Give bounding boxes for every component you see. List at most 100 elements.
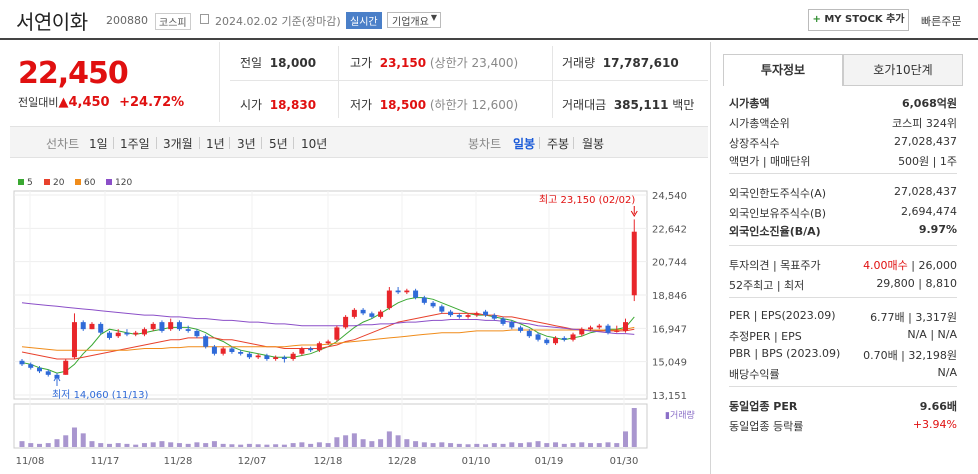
candle-body: [124, 332, 130, 335]
volume-bar: [439, 442, 445, 447]
line-chart-label[interactable]: 선차트: [46, 137, 80, 151]
x-tick-label: 11/28: [164, 456, 193, 467]
candle-body: [45, 371, 51, 375]
info-row: 동일업종 PER 9.66배: [729, 398, 957, 414]
candle-body: [579, 329, 585, 335]
legend-label: 20: [53, 178, 65, 188]
info-row: 상장주식수 27,028,437: [729, 135, 957, 151]
tab-3month[interactable]: 3개월: [163, 137, 193, 151]
price-summary: 22,450 전일대비▲4,450 +24.72%: [10, 42, 220, 122]
up-arrow-icon: ▲: [58, 95, 69, 110]
volume-bar: [159, 441, 165, 447]
candle-body: [491, 315, 497, 319]
info-key: PER | EPS(2023.09): [729, 309, 836, 322]
volume-bar: [264, 444, 270, 447]
tab-1year[interactable]: 1년: [206, 137, 225, 151]
volume-bar: [168, 442, 174, 447]
info-value: 코스피 324위: [892, 117, 957, 130]
volume-bar: [360, 439, 366, 447]
tab-separator: [229, 137, 230, 149]
high-price: 고가 23,150 (상한가 23,400): [350, 54, 518, 71]
amount-value: 385,111: [613, 98, 669, 112]
candle-body: [588, 327, 594, 330]
candle-body: [439, 306, 445, 312]
volume-bar: [631, 408, 637, 447]
candle-body: [316, 343, 322, 351]
tab-separator: [261, 137, 262, 149]
info-value-red: 4.00매수: [863, 259, 908, 272]
volume-bar: [133, 444, 139, 447]
tab-1day[interactable]: 1일: [89, 137, 108, 151]
volume-bar: [246, 443, 252, 447]
info-key: 시가총액순위: [729, 117, 790, 130]
info-value: +3.94%: [913, 418, 957, 431]
candle-body: [299, 348, 305, 354]
volume-bar: [448, 443, 454, 447]
realtime-button[interactable]: 실시간: [346, 12, 382, 29]
y-tick-label: 15,049: [652, 358, 687, 369]
x-tick-label: 01/30: [610, 456, 639, 467]
volume-bar: [290, 443, 296, 447]
legend-swatch: [75, 179, 81, 185]
tab-orderbook[interactable]: 호가10단계: [843, 54, 963, 86]
x-tick-label: 01/10: [462, 456, 491, 467]
info-value: 27,028,437: [894, 135, 957, 148]
candle-body: [308, 348, 314, 351]
add-mystock-label: MY STOCK 추가: [824, 14, 905, 25]
info-row: 추정PER | EPS N/A | N/A: [729, 328, 957, 344]
legend-label: 60: [84, 178, 96, 188]
company-overview-select[interactable]: 기업개요 ▼: [387, 12, 441, 28]
tab-5year[interactable]: 5년: [269, 137, 288, 151]
price-chart[interactable]: 24,540 22,642 20,744 18,846 16,947 15,049 13,1…: [0, 0, 710, 474]
candle-body: [203, 336, 209, 347]
change-pct: +24.72%: [119, 95, 185, 110]
candle-body: [325, 341, 331, 344]
candle-body: [89, 323, 95, 330]
low-value: 18,500: [379, 98, 427, 112]
volume-bar: [430, 443, 436, 447]
tab-10year[interactable]: 10년: [301, 137, 328, 151]
info-key: 추정PER | EPS: [729, 330, 802, 343]
tab-daily[interactable]: 일봉: [513, 137, 536, 151]
volume-bar: [176, 443, 182, 447]
max-price-annotation: 최고 23,150 (02/02): [539, 194, 635, 206]
candle-body: [509, 322, 515, 328]
candle-body: [500, 318, 506, 324]
tab-investment-info[interactable]: 투자정보: [723, 54, 843, 86]
legend-ma60: 60: [75, 178, 95, 188]
volume-bar: [63, 435, 69, 447]
volume-bar: [588, 443, 594, 447]
info-row: 52주최고 | 최저 29,800 | 8,810: [729, 277, 957, 293]
current-price: 22,450: [18, 56, 129, 91]
volume-bar: [115, 443, 121, 447]
candle-body: [631, 231, 637, 296]
volume-bar: [106, 443, 112, 447]
prev-value: 18,000: [269, 56, 317, 70]
open-label: 시가: [240, 98, 263, 112]
info-row: 외국인소진율(B/A) 9.97%: [729, 223, 957, 239]
info-key: 시가총액: [729, 97, 770, 110]
info-row: PBR | BPS (2023.09) 0.70배 | 32,198원: [729, 347, 957, 363]
info-key: 액면가 | 매매단위: [729, 155, 811, 168]
candle-chart-label[interactable]: 봉차트: [468, 137, 502, 151]
info-key: 배당수익률: [729, 368, 780, 381]
info-key: 동일업종 PER: [729, 400, 798, 413]
candle-body: [334, 327, 340, 340]
candle-body: [421, 297, 427, 303]
quick-order-link[interactable]: 빠른주문: [921, 15, 962, 28]
volume-bar: [623, 431, 629, 447]
info-row: 액면가 | 매매단위 500원 | 1주: [729, 153, 957, 169]
add-mystock-button[interactable]: + MY STOCK 추가: [808, 9, 909, 31]
volume-bar: [535, 441, 541, 447]
info-value: 2,694,474: [901, 205, 957, 218]
candle-body: [456, 315, 462, 317]
tab-monthly[interactable]: 월봉: [582, 137, 605, 151]
candle-body: [255, 355, 261, 358]
tab-weekly[interactable]: 주봉: [547, 137, 570, 151]
legend-label: 5: [27, 178, 33, 188]
volume-bar: [124, 443, 130, 447]
min-arrow-head: [53, 375, 61, 382]
tab-1week[interactable]: 1주일: [120, 137, 150, 151]
tab-3year[interactable]: 3년: [237, 137, 256, 151]
volume-bar: [299, 442, 305, 447]
